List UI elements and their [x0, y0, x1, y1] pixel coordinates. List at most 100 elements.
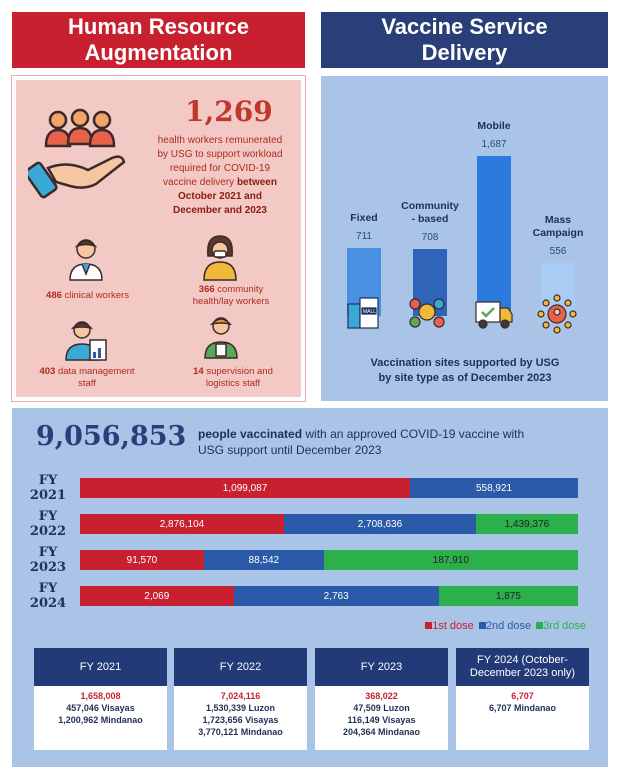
card-fy2023-line1: 47,509 Luzon	[353, 703, 410, 713]
dose-segment: 88,542	[203, 550, 324, 570]
community-stat: 366 community health/lay workers	[176, 284, 286, 308]
card-fy2022-body: 7,024,116 1,530,339 Luzon 1,723,656 Visa…	[174, 686, 307, 750]
card-fy2024-header: FY 2024 (October- December 2023 only)	[456, 648, 589, 686]
community-group-icon	[409, 298, 445, 328]
card-fy2023-line3: 204,364 Mindanao	[342, 727, 421, 737]
hr-title-line2: Augmentation	[84, 40, 233, 65]
mall-icon: MALL	[347, 297, 379, 329]
dose-segment: 187,910	[323, 550, 578, 570]
truck-icon	[475, 301, 513, 329]
clinical-worker-icon	[69, 239, 103, 281]
legend-second: 2nd dose	[485, 620, 532, 632]
clinical-stat: 486 clinical workers	[30, 290, 145, 302]
vaccine-title-line2: Delivery	[421, 40, 508, 65]
dose-segment: 2,069	[80, 586, 234, 606]
site-bar-value: 1,687	[481, 138, 507, 150]
dose-segment: 91,570	[80, 550, 204, 570]
hr-big-number: 1,269	[185, 95, 273, 128]
data-txt1: data management	[57, 366, 135, 377]
card-fy2022-line3: 3,770,121 Mindanao	[198, 727, 283, 737]
supervision-num: 14	[193, 366, 204, 377]
site-bar-value: 556	[549, 246, 567, 258]
community-txt1: community	[217, 284, 264, 295]
supervision-stat: 14 supervision and logistics staff	[178, 366, 288, 390]
legend-swatch-first	[425, 622, 433, 629]
hr-desc-line6: December and 2023	[173, 205, 267, 216]
dose-segment: 1,875	[438, 586, 578, 606]
dose-segment: 558,921	[410, 478, 578, 498]
dose-bar-row: 2,069 2,763 1,875	[80, 586, 578, 606]
card-fy2024-total: 6,707	[511, 691, 534, 701]
card-fy2021-header: FY 2021	[34, 648, 167, 686]
data-management-icon	[65, 321, 107, 361]
people-desc-rest2: USG support until December 2023	[198, 443, 382, 457]
community-txt2: health/lay workers	[192, 296, 270, 307]
supervision-icon	[204, 317, 238, 359]
svg-text:MALL: MALL	[363, 309, 376, 315]
site-bar-label: Mass Campaign	[532, 214, 584, 240]
dose-legend: 1st dose 2nd dose 3rd dose	[386, 620, 586, 632]
hr-desc-line2: by USG to support workload	[157, 149, 283, 160]
site-bar-label: Mobile	[477, 119, 511, 132]
sites-caption: Vaccination sites supported by USG by si…	[330, 356, 600, 386]
dose-segment: 1,099,087	[80, 478, 411, 498]
supervision-txt1: supervision and	[206, 366, 273, 377]
data-txt2: staff	[78, 378, 96, 389]
card-fy2022-line2: 1,723,656 Visayas	[202, 715, 279, 725]
dose-bar-row: 91,570 88,542 187,910	[80, 550, 578, 570]
card-fy2022-total: 7,024,116	[220, 691, 261, 701]
community-worker-icon	[203, 235, 237, 281]
hr-title-line1: Human Resource	[68, 14, 249, 39]
card-fy2024-header-line2: December 2023 only)	[469, 667, 576, 679]
card-fy2021-total: 1,658,008	[80, 691, 121, 701]
vaccine-header: Vaccine Service Delivery	[321, 12, 608, 68]
community-num: 366	[198, 284, 215, 295]
dose-segment: 1,439,376	[475, 514, 578, 534]
clinical-num: 486	[46, 290, 62, 301]
hr-desc-line4a: vaccine delivery	[163, 177, 235, 188]
hand-people-icon	[28, 108, 126, 199]
hr-desc-line4b: between	[236, 177, 277, 188]
site-bar-value: 711	[356, 231, 372, 243]
dose-segment: 2,763	[233, 586, 439, 606]
site-bar-label: Community - based	[401, 199, 459, 225]
dose-bar-row: 2,876,104 2,708,636 1,439,376	[80, 514, 578, 534]
people-desc-bold: people vaccinated	[198, 427, 303, 441]
card-fy2023-header: FY 2023	[315, 648, 448, 686]
card-fy2023-body: 368,022 47,509 Luzon 116,149 Visayas 204…	[315, 686, 448, 750]
people-description: people vaccinated with an approved COVID…	[198, 426, 578, 458]
card-fy2023-line2: 116,149 Visayas	[347, 715, 416, 725]
people-desc-rest1: with an approved COVID-19 vaccine with	[305, 427, 525, 441]
site-bar-value: 708	[421, 231, 439, 243]
dose-bar-row: 1,099,087 558,921	[80, 478, 578, 498]
vaccine-panel	[321, 76, 608, 401]
sites-caption-line2: by site type as of December 2023	[378, 372, 552, 384]
vaccine-title-line1: Vaccine Service	[381, 14, 548, 39]
clinical-txt: clinical workers	[64, 290, 129, 301]
card-fy2021-line1: 457,046 Visayas	[66, 703, 135, 713]
data-stat: 403 data management staff	[28, 366, 146, 390]
hr-desc-line1: health workers remunerated	[157, 135, 283, 146]
card-fy2022-line1: 1,530,339 Luzon	[205, 703, 276, 713]
fy-row-label: FY 2024	[29, 581, 67, 611]
card-fy2024-body: 6,707 6,707 Mindanao	[456, 686, 589, 750]
legend-swatch-second	[478, 622, 486, 629]
card-fy2021-body: 1,658,008 457,046 Visayas 1,200,962 Mind…	[34, 686, 167, 750]
fy-row-label: FY 2023	[29, 545, 67, 575]
legend-third: 3rd dose	[543, 620, 586, 632]
data-num: 403	[39, 366, 56, 377]
card-fy2023-total: 368,022	[365, 691, 398, 701]
mass-campaign-icon	[537, 294, 577, 334]
card-fy2024-header-line1: FY 2024 (October-	[477, 654, 568, 666]
dose-segment: 2,876,104	[80, 514, 284, 534]
dose-segment: 2,708,636	[283, 514, 476, 534]
fy-row-label: FY 2021	[29, 473, 67, 503]
fy-row-label: FY 2022	[29, 509, 67, 539]
hr-desc-line5: October 2021 and	[178, 191, 262, 202]
site-bar-label: Fixed	[350, 212, 378, 225]
hr-header: Human Resource Augmentation	[12, 12, 305, 68]
card-fy2022-header: FY 2022	[174, 648, 307, 686]
hr-desc-line3: required for COVID-19	[169, 163, 271, 174]
legend-first: 1st dose	[432, 620, 474, 632]
card-fy2024-line1: 6,707 Mindanao	[488, 703, 557, 713]
